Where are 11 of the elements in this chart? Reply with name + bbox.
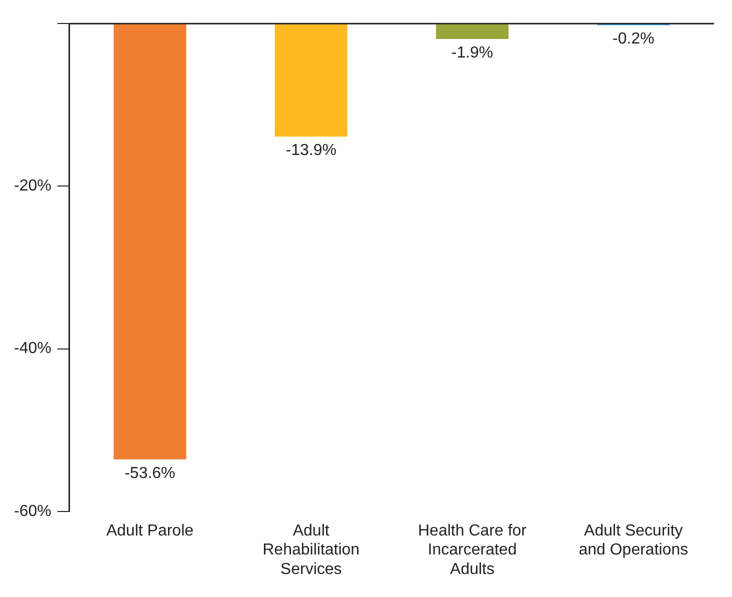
y-tick-label: -20%	[14, 178, 52, 195]
x-tick-label: Adult Security and Operations	[578, 522, 688, 559]
data-label: -13.9%	[286, 142, 336, 160]
data-label: -53.6%	[124, 464, 176, 482]
x-tick-label: Adult Parole	[106, 522, 194, 540]
x-tick-label: Health Care for Incarcerated Adults	[418, 522, 528, 578]
x-tick-label: Adult Rehabilitation Services	[262, 522, 360, 578]
data-label: -1.9%	[451, 44, 494, 62]
y-tick-label: -40%	[14, 340, 52, 358]
data-label: -0.2%	[612, 30, 654, 48]
y-tick-label: -60%	[14, 502, 52, 520]
